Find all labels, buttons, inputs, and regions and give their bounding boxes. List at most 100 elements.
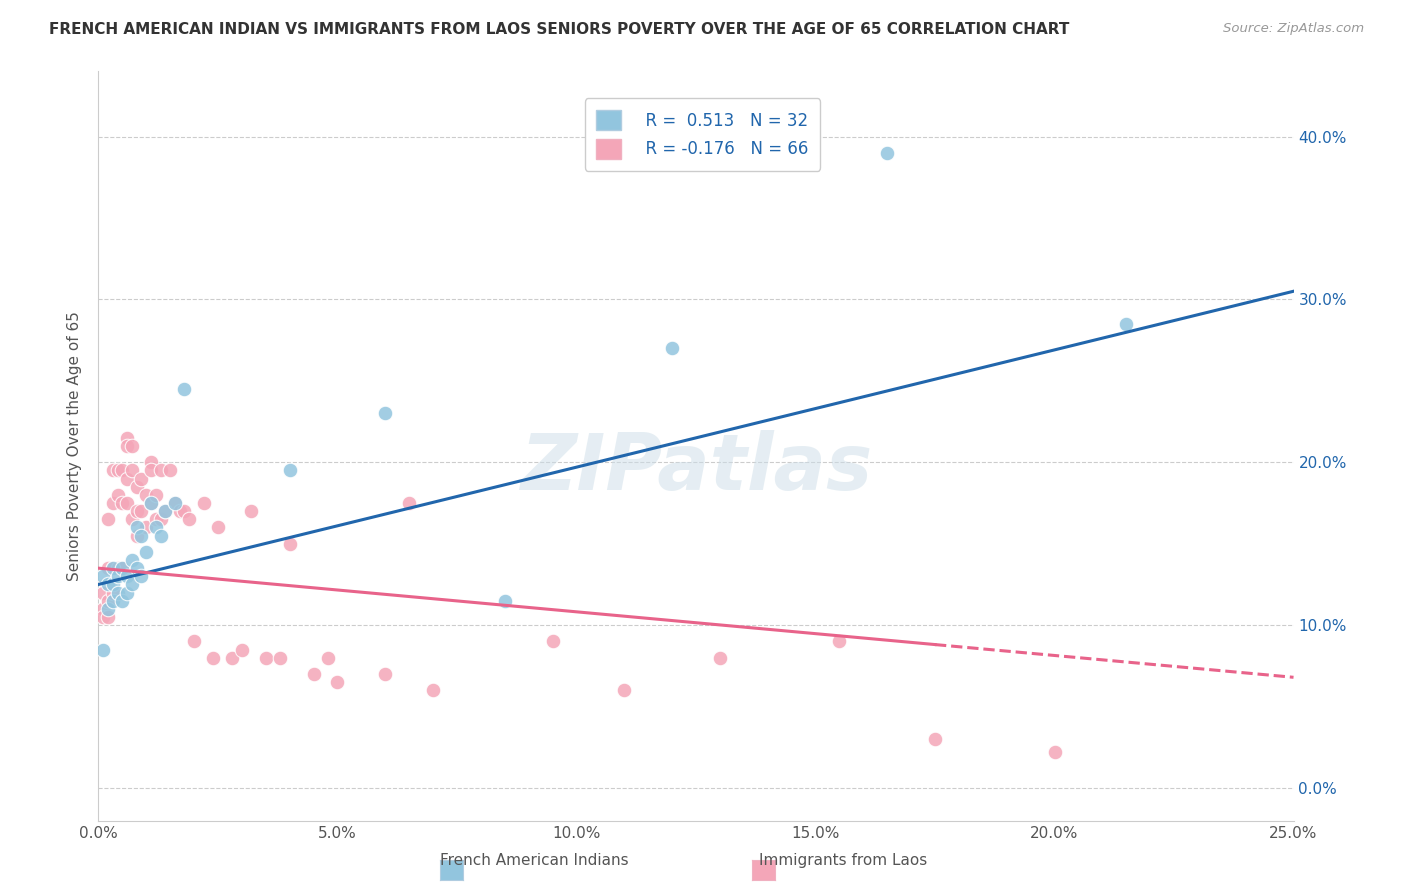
Y-axis label: Seniors Poverty Over the Age of 65: Seniors Poverty Over the Age of 65: [67, 311, 83, 581]
Point: [115, 569, 138, 583]
Point: [131, 569, 153, 583]
Point: [828, 634, 851, 648]
Point: [278, 537, 301, 551]
Text: French American Indians: French American Indians: [440, 853, 628, 868]
Point: [1115, 317, 1137, 331]
Text: ZIPatlas: ZIPatlas: [520, 431, 872, 507]
Point: [135, 488, 157, 502]
Point: [149, 512, 172, 526]
Point: [101, 561, 124, 575]
Point: [101, 593, 124, 607]
Point: [173, 382, 195, 396]
Point: [101, 585, 124, 599]
Point: [302, 667, 325, 681]
Point: [135, 520, 157, 534]
Point: [121, 512, 143, 526]
Point: [139, 496, 162, 510]
Point: [139, 455, 162, 469]
Text: FRENCH AMERICAN INDIAN VS IMMIGRANTS FROM LAOS SENIORS POVERTY OVER THE AGE OF 6: FRENCH AMERICAN INDIAN VS IMMIGRANTS FRO…: [49, 22, 1070, 37]
Point: [107, 488, 129, 502]
Point: [207, 520, 229, 534]
Point: [169, 504, 191, 518]
Point: [121, 463, 143, 477]
Point: [145, 512, 167, 526]
Point: [374, 667, 396, 681]
Point: [661, 341, 683, 355]
Point: [145, 520, 167, 534]
Point: [101, 496, 124, 510]
Point: [269, 650, 291, 665]
Point: [107, 561, 129, 575]
Point: [278, 463, 301, 477]
Point: [131, 472, 153, 486]
Point: [139, 463, 162, 477]
Point: [125, 528, 148, 542]
Point: [131, 528, 153, 542]
Legend:   R =  0.513   N = 32,   R = -0.176   N = 66: R = 0.513 N = 32, R = -0.176 N = 66: [585, 98, 820, 170]
Point: [111, 561, 134, 575]
Point: [135, 545, 157, 559]
Point: [326, 675, 349, 690]
Point: [709, 650, 731, 665]
Point: [115, 431, 138, 445]
Point: [111, 496, 134, 510]
Point: [1043, 745, 1066, 759]
Point: [924, 732, 946, 747]
Point: [101, 561, 124, 575]
Point: [163, 496, 186, 510]
Point: [149, 463, 172, 477]
Point: [91, 602, 114, 616]
Point: [155, 504, 177, 518]
Point: [121, 553, 143, 567]
Point: [221, 650, 243, 665]
Point: [125, 520, 148, 534]
Point: [97, 593, 120, 607]
Point: [183, 634, 205, 648]
Point: [125, 561, 148, 575]
Point: [231, 642, 253, 657]
Point: [107, 463, 129, 477]
Point: [202, 650, 225, 665]
Point: [115, 472, 138, 486]
Text: Immigrants from Laos: Immigrants from Laos: [759, 853, 928, 868]
Point: [97, 561, 120, 575]
Point: [111, 463, 134, 477]
Point: [97, 512, 120, 526]
Point: [121, 577, 143, 591]
Point: [125, 480, 148, 494]
Point: [131, 504, 153, 518]
Point: [541, 634, 564, 648]
Point: [101, 577, 124, 591]
Point: [876, 145, 898, 160]
Point: [91, 569, 114, 583]
Text: Source: ZipAtlas.com: Source: ZipAtlas.com: [1223, 22, 1364, 36]
Point: [115, 439, 138, 453]
Point: [613, 683, 636, 698]
Point: [145, 488, 167, 502]
Point: [254, 650, 277, 665]
Point: [101, 463, 124, 477]
Point: [374, 406, 396, 420]
Point: [494, 593, 516, 607]
Point: [163, 496, 186, 510]
Point: [179, 512, 201, 526]
Point: [91, 585, 114, 599]
Point: [155, 504, 177, 518]
Point: [97, 602, 120, 616]
Point: [97, 610, 120, 624]
Point: [149, 528, 172, 542]
Point: [115, 585, 138, 599]
Point: [111, 593, 134, 607]
Point: [139, 496, 162, 510]
Point: [121, 439, 143, 453]
Point: [173, 504, 195, 518]
Point: [422, 683, 444, 698]
Point: [240, 504, 263, 518]
Point: [107, 585, 129, 599]
Point: [316, 650, 339, 665]
Point: [97, 577, 120, 591]
Point: [193, 496, 215, 510]
Point: [398, 496, 420, 510]
Point: [115, 496, 138, 510]
Point: [107, 569, 129, 583]
